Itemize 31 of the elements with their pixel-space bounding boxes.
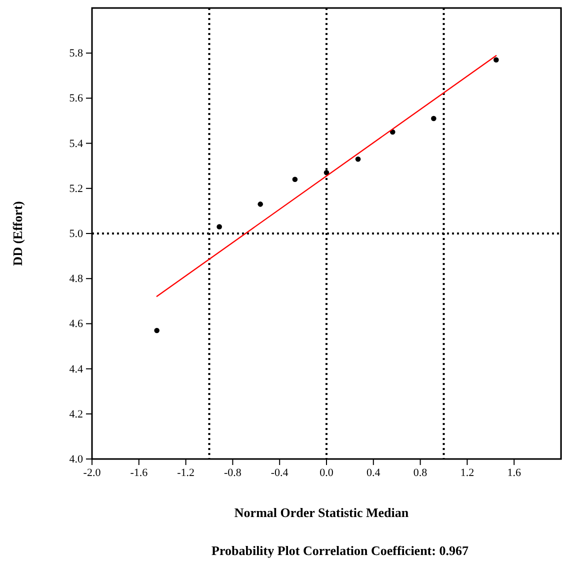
point bbox=[494, 57, 499, 63]
y-tick-label: 5.2 bbox=[69, 182, 83, 195]
x-tick-label: 1.6 bbox=[507, 466, 522, 479]
point bbox=[216, 224, 222, 230]
point bbox=[292, 176, 298, 182]
y-tick-label: 4.0 bbox=[69, 454, 84, 466]
y-tick-label: 5.8 bbox=[69, 48, 84, 60]
x-tick-label: -2.0 bbox=[83, 466, 102, 479]
x-tick-label: 0.8 bbox=[413, 466, 428, 479]
y-tick-label: 5.0 bbox=[69, 228, 84, 240]
y-tick-label: 4.2 bbox=[69, 408, 83, 420]
y-tick-label: 5.6 bbox=[69, 92, 84, 105]
y-tick-label: 4.8 bbox=[69, 273, 84, 286]
y-tick-label: 4.6 bbox=[69, 318, 84, 330]
point bbox=[324, 170, 330, 176]
point bbox=[258, 202, 264, 207]
x-axis-title: Normal Order Statistic Median bbox=[234, 505, 410, 520]
point bbox=[431, 116, 436, 122]
y-tick-label: 5.4 bbox=[69, 138, 84, 150]
x-tick-label: -0.4 bbox=[270, 466, 289, 479]
x-tick-label: -0.8 bbox=[224, 466, 242, 479]
y-tick-label: 4.4 bbox=[69, 363, 84, 376]
x-tick-label: 1.2 bbox=[460, 466, 474, 479]
point bbox=[355, 156, 361, 162]
x-tick-label: 0.0 bbox=[320, 466, 334, 479]
point bbox=[154, 328, 160, 334]
y-axis-title: DD (Effort) bbox=[10, 201, 25, 266]
x-tick-label: -1.6 bbox=[130, 466, 148, 479]
x-tick-label: 0.4 bbox=[366, 466, 381, 479]
text: Probability Plot Correlation Coefficient: 0.967 bbox=[212, 543, 469, 558]
x-tick-label: -1.2 bbox=[177, 466, 195, 479]
